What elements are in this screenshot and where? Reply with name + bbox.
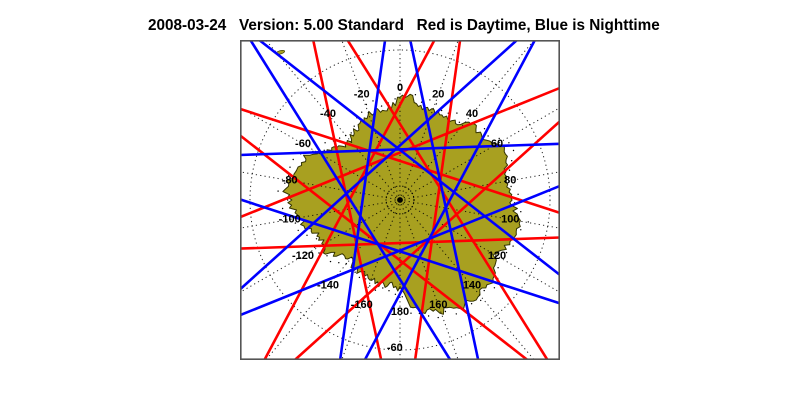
svg-text:-140: -140: [317, 280, 339, 292]
svg-text:120: 120: [488, 250, 506, 262]
svg-text:100: 100: [501, 213, 519, 225]
svg-text:-40: -40: [320, 108, 336, 120]
svg-text:60: 60: [491, 138, 503, 150]
svg-text:0: 0: [397, 82, 403, 94]
svg-text:20: 20: [432, 89, 444, 101]
svg-text:40: 40: [466, 108, 478, 120]
svg-text:-60: -60: [295, 138, 311, 150]
svg-text:-120: -120: [292, 250, 314, 262]
svg-text:-160: -160: [351, 299, 373, 311]
svg-text:80: 80: [504, 175, 516, 187]
svg-text:-80: -80: [282, 175, 298, 187]
svg-text:160: 160: [429, 299, 447, 311]
svg-text:140: 140: [463, 280, 481, 292]
svg-text:-60: -60: [387, 342, 403, 354]
svg-text:180: 180: [391, 306, 409, 318]
svg-text:-100: -100: [279, 213, 301, 225]
svg-text:-20: -20: [354, 89, 370, 101]
